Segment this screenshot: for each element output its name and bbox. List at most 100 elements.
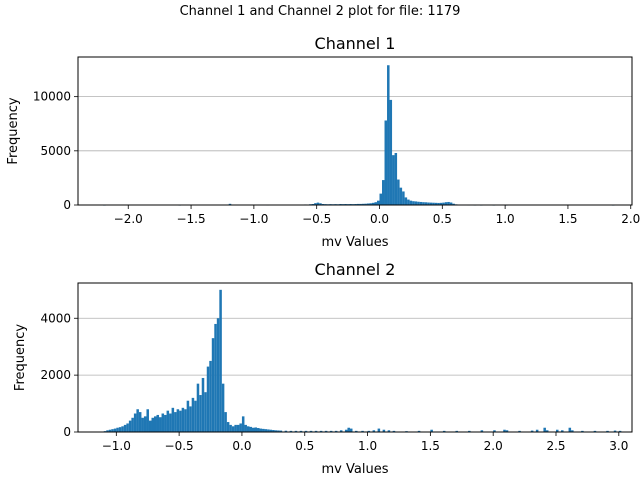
channel-1-bar-27 — [359, 203, 362, 205]
channel-2-bar-34 — [189, 406, 192, 432]
channel-1-x-tick-label-3: −0.5 — [302, 212, 331, 226]
channel-2-bar-43 — [211, 338, 215, 432]
channel-2-bar-112 — [571, 430, 574, 432]
channel-2-bar-47 — [221, 383, 225, 432]
channel-2-bar-61 — [257, 428, 260, 432]
channel-1-bar-47 — [409, 200, 413, 205]
channel-2-bar-101 — [493, 430, 496, 432]
channel-2-bar-97 — [442, 430, 446, 432]
figure-suptitle: Channel 1 and Channel 2 plot for file: 1… — [180, 4, 461, 19]
channel-2-bar-25 — [166, 410, 170, 432]
channel-2-bar-77 — [314, 430, 318, 432]
channel-1-x-tick-label-5: 0.5 — [433, 212, 452, 226]
channel-2-bar-49 — [226, 422, 230, 432]
channel-2-x-tick-label-3: 0.5 — [295, 439, 314, 453]
channel-2-bar-22 — [159, 417, 162, 432]
channel-1-bar-51 — [419, 201, 423, 205]
channel-2-bar-92 — [387, 430, 391, 432]
channel-2-bar-96 — [430, 429, 433, 432]
channel-1-grid — [78, 96, 632, 152]
channel-2-bar-42 — [209, 360, 212, 432]
channel-2-bar-83 — [344, 429, 348, 432]
channel-1-bar-10 — [316, 202, 320, 205]
channel-2-title: Channel 2 — [315, 260, 396, 279]
channel-2-bar-109 — [555, 429, 559, 432]
channel-2-bar-48 — [224, 412, 227, 432]
channel-2-bar-18 — [148, 420, 152, 432]
channel-1-bar-46 — [407, 199, 410, 205]
channel-2-bar-14 — [138, 412, 142, 432]
channel-1-bar-55 — [429, 202, 433, 205]
channel-2-bar-107 — [543, 427, 546, 432]
channel-2-bar-38 — [199, 395, 202, 432]
channel-2-y-ticks: 0 2000 4000 — [40, 311, 78, 439]
channel-1-bar-9 — [314, 203, 317, 205]
channel-1-bar-40 — [392, 155, 395, 205]
channel-2-bar-13 — [136, 409, 139, 432]
channel-2-bar-41 — [206, 366, 210, 432]
channel-1-bar-49 — [414, 201, 418, 205]
channel-2-bar-88 — [367, 430, 371, 432]
channel-1-bar-34 — [376, 200, 380, 205]
channel-1-bar-2 — [228, 203, 232, 205]
channel-2-bar-87 — [361, 430, 364, 432]
channel-1-y-ticks: 0 5000 10000 — [33, 90, 78, 212]
channel-1-bar-29 — [364, 203, 367, 205]
channel-2-x-ticks: −1.0 −0.5 0.0 0.5 1.0 1.5 2.0 2.5 3.0 — [102, 432, 628, 453]
channel-2-x-tick-label-0: −1.0 — [102, 439, 131, 453]
channel-1-bar-53 — [424, 202, 428, 205]
channel-2-bar-1 — [106, 430, 109, 432]
channel-1-y-tick-label-2: 10000 — [33, 90, 71, 104]
channel-2-bar-32 — [184, 409, 187, 432]
channel-2-bar-23 — [161, 413, 165, 432]
channel-1-bar-11 — [319, 203, 322, 205]
channel-1-x-tick-label-4: 0.0 — [370, 212, 389, 226]
channel-1-bar-42 — [397, 179, 400, 205]
channel-2-bar-57 — [246, 426, 250, 432]
channel-1-bar-43 — [399, 187, 403, 205]
channel-2-bar-79 — [324, 430, 328, 432]
channel-1-bar-44 — [402, 191, 405, 205]
channel-1-x-tick-label-7: 1.5 — [558, 212, 577, 226]
channel-1-bar-62 — [447, 201, 450, 205]
channel-1-bar-57 — [434, 202, 438, 205]
channel-1-bar-52 — [422, 202, 425, 205]
channel-1-histogram: −2.0 −1.5 −1.0 −0.5 0.0 0.5 1.0 1.5 2.0 0 5000 100… — [6, 34, 640, 250]
channel-1-x-ticks: −2.0 −1.5 −1.0 −0.5 0.0 0.5 1.0 1.5 2.0 — [114, 205, 640, 226]
channel-2-bar-95 — [417, 430, 421, 432]
channel-2-bar-28 — [174, 412, 177, 432]
channel-2-bar-27 — [171, 407, 175, 432]
channel-2-bar-30 — [179, 410, 182, 432]
channel-1-bars — [103, 65, 615, 206]
channel-1-bar-38 — [387, 65, 390, 206]
channel-2-bar-20 — [154, 416, 157, 432]
channel-1-bar-36 — [382, 180, 385, 205]
channel-2-bar-4 — [113, 428, 117, 432]
channel-2-bar-46 — [219, 289, 222, 432]
channel-2-bar-90 — [377, 428, 381, 432]
channel-2-bar-60 — [254, 427, 258, 432]
channel-1-x-tick-label-1: −1.5 — [176, 212, 205, 226]
channel-2-bar-102 — [503, 429, 506, 432]
channel-1-x-tick-label-6: 1.0 — [496, 212, 515, 226]
channel-1-bar-48 — [412, 201, 415, 205]
channel-2-bar-37 — [196, 383, 200, 432]
channel-1-x-tick-label-2: −1.0 — [239, 212, 268, 226]
channel-2-bar-63 — [262, 428, 265, 432]
channel-2-bar-15 — [141, 417, 144, 432]
channel-2-bar-117 — [618, 430, 622, 432]
channel-1-x-tick-label-0: −2.0 — [114, 212, 143, 226]
channel-2-y-tick-label-1: 2000 — [40, 368, 71, 382]
channel-2-y-tick-label-2: 4000 — [40, 311, 71, 325]
channel-2-bar-80 — [329, 430, 333, 432]
channel-2-bar-44 — [214, 323, 217, 432]
channel-2-bar-113 — [581, 430, 584, 432]
channel-2-bar-108 — [545, 430, 549, 432]
channel-1-bar-28 — [361, 203, 365, 205]
channel-1-x-axis-label: mv Values — [322, 235, 389, 250]
channel-1-bar-39 — [389, 99, 393, 205]
channel-2-bar-91 — [382, 429, 386, 432]
channel-1-bar-32 — [371, 202, 375, 205]
channel-2-bar-105 — [530, 430, 534, 432]
